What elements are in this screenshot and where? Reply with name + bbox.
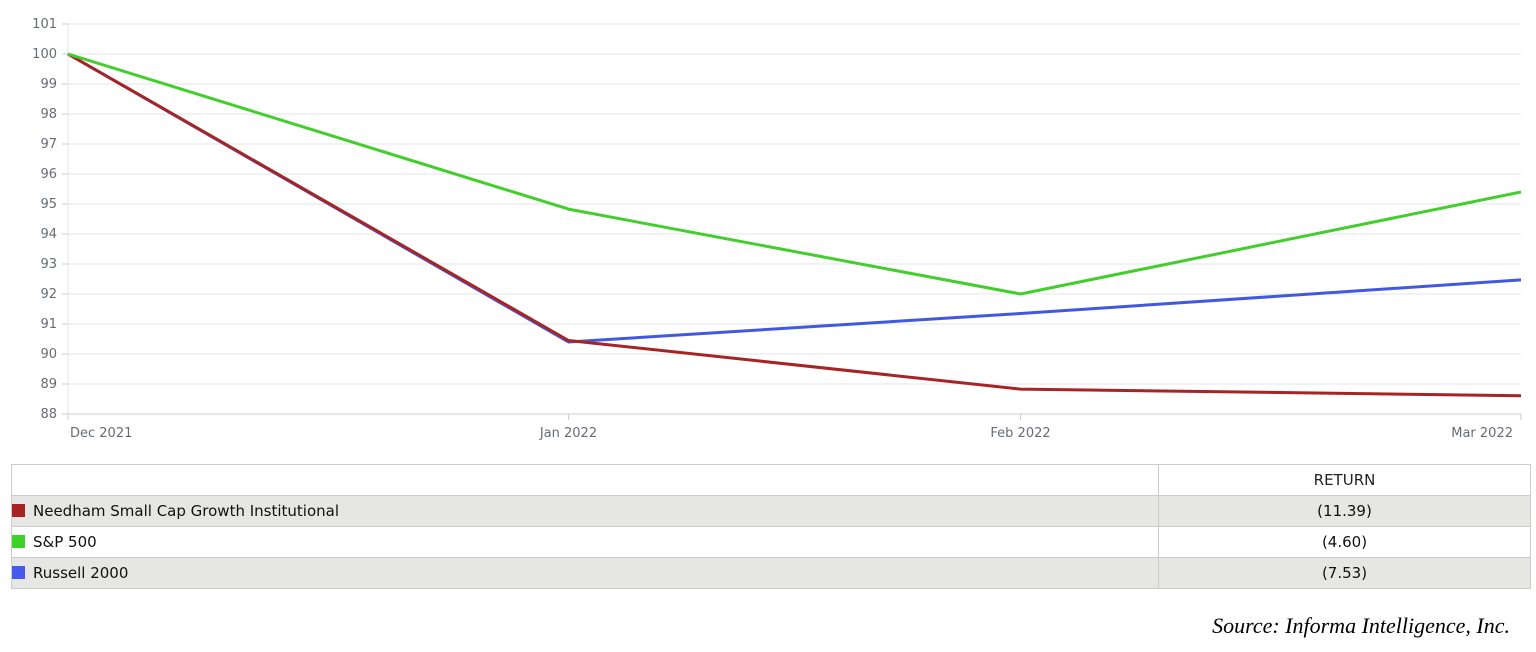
series-line-needham-small-cap-growth-institutional bbox=[67, 52, 1522, 398]
x-axis-tick-label: Feb 2022 bbox=[990, 426, 1050, 441]
series-line-s-p-500 bbox=[67, 52, 1522, 296]
y-axis-tick-label: 93 bbox=[40, 257, 57, 272]
y-axis-tick-label: 96 bbox=[40, 167, 57, 182]
y-axis-tick-label: 92 bbox=[40, 287, 57, 302]
return-value: (11.39) bbox=[1158, 495, 1531, 527]
return-value: (7.53) bbox=[1158, 557, 1531, 589]
source-attribution: Source: Informa Intelligence, Inc. bbox=[1212, 613, 1510, 638]
table-header-row: RETURN bbox=[11, 464, 1531, 496]
series-name-cell: S&P 500 bbox=[11, 526, 1159, 558]
return-column-header: RETURN bbox=[1158, 464, 1531, 496]
series-name-label: Needham Small Cap Growth Institutional bbox=[33, 502, 339, 520]
y-axis-tick-label: 97 bbox=[40, 137, 57, 152]
y-axis-tick-label: 99 bbox=[40, 77, 57, 92]
table-row: Needham Small Cap Growth Institutional (1… bbox=[11, 495, 1531, 527]
series-color-swatch bbox=[12, 504, 25, 517]
series-name-label: S&P 500 bbox=[33, 533, 97, 551]
series-color-swatch bbox=[12, 566, 25, 579]
growth-of-100-chart-area: 88 89 90 91 92 93 94 95 96 97 98 99 100 101 Dec 2021 Ja… bbox=[32, 17, 1522, 441]
x-axis-tick-label: Dec 2021 bbox=[70, 426, 132, 441]
y-axis-tick-label: 90 bbox=[40, 347, 57, 362]
returns-table: RETURN Needham Small Cap Growth Institut… bbox=[11, 464, 1531, 589]
y-axis-tick-label: 101 bbox=[32, 17, 57, 32]
y-axis-tick-label: 100 bbox=[32, 47, 57, 62]
table-row: S&P 500 (4.60) bbox=[11, 526, 1531, 558]
x-axis-tick-label: Mar 2022 bbox=[1451, 426, 1513, 441]
series-column-header bbox=[11, 464, 1159, 496]
return-value: (4.60) bbox=[1158, 526, 1531, 558]
y-axis-tick-label: 91 bbox=[40, 317, 57, 332]
y-axis-tick-label: 95 bbox=[40, 197, 57, 212]
series-name-label: Russell 2000 bbox=[33, 564, 129, 582]
y-axis-tick-label: 94 bbox=[40, 227, 57, 242]
y-axis-tick-label: 98 bbox=[40, 107, 57, 122]
series-color-swatch bbox=[12, 535, 25, 548]
y-axis-tick-label: 88 bbox=[40, 407, 57, 422]
table-row: Russell 2000 (7.53) bbox=[11, 557, 1531, 589]
series-name-cell: Russell 2000 bbox=[11, 557, 1159, 589]
performance-line-chart: 88 89 90 91 92 93 94 95 96 97 98 99 100 101 Dec 2021 Ja… bbox=[32, 17, 1522, 441]
series-name-cell: Needham Small Cap Growth Institutional bbox=[11, 495, 1159, 527]
x-axis-tick-label: Jan 2022 bbox=[539, 426, 597, 441]
series-line-russell-2000 bbox=[67, 52, 1522, 344]
y-axis-tick-label: 89 bbox=[40, 377, 57, 392]
